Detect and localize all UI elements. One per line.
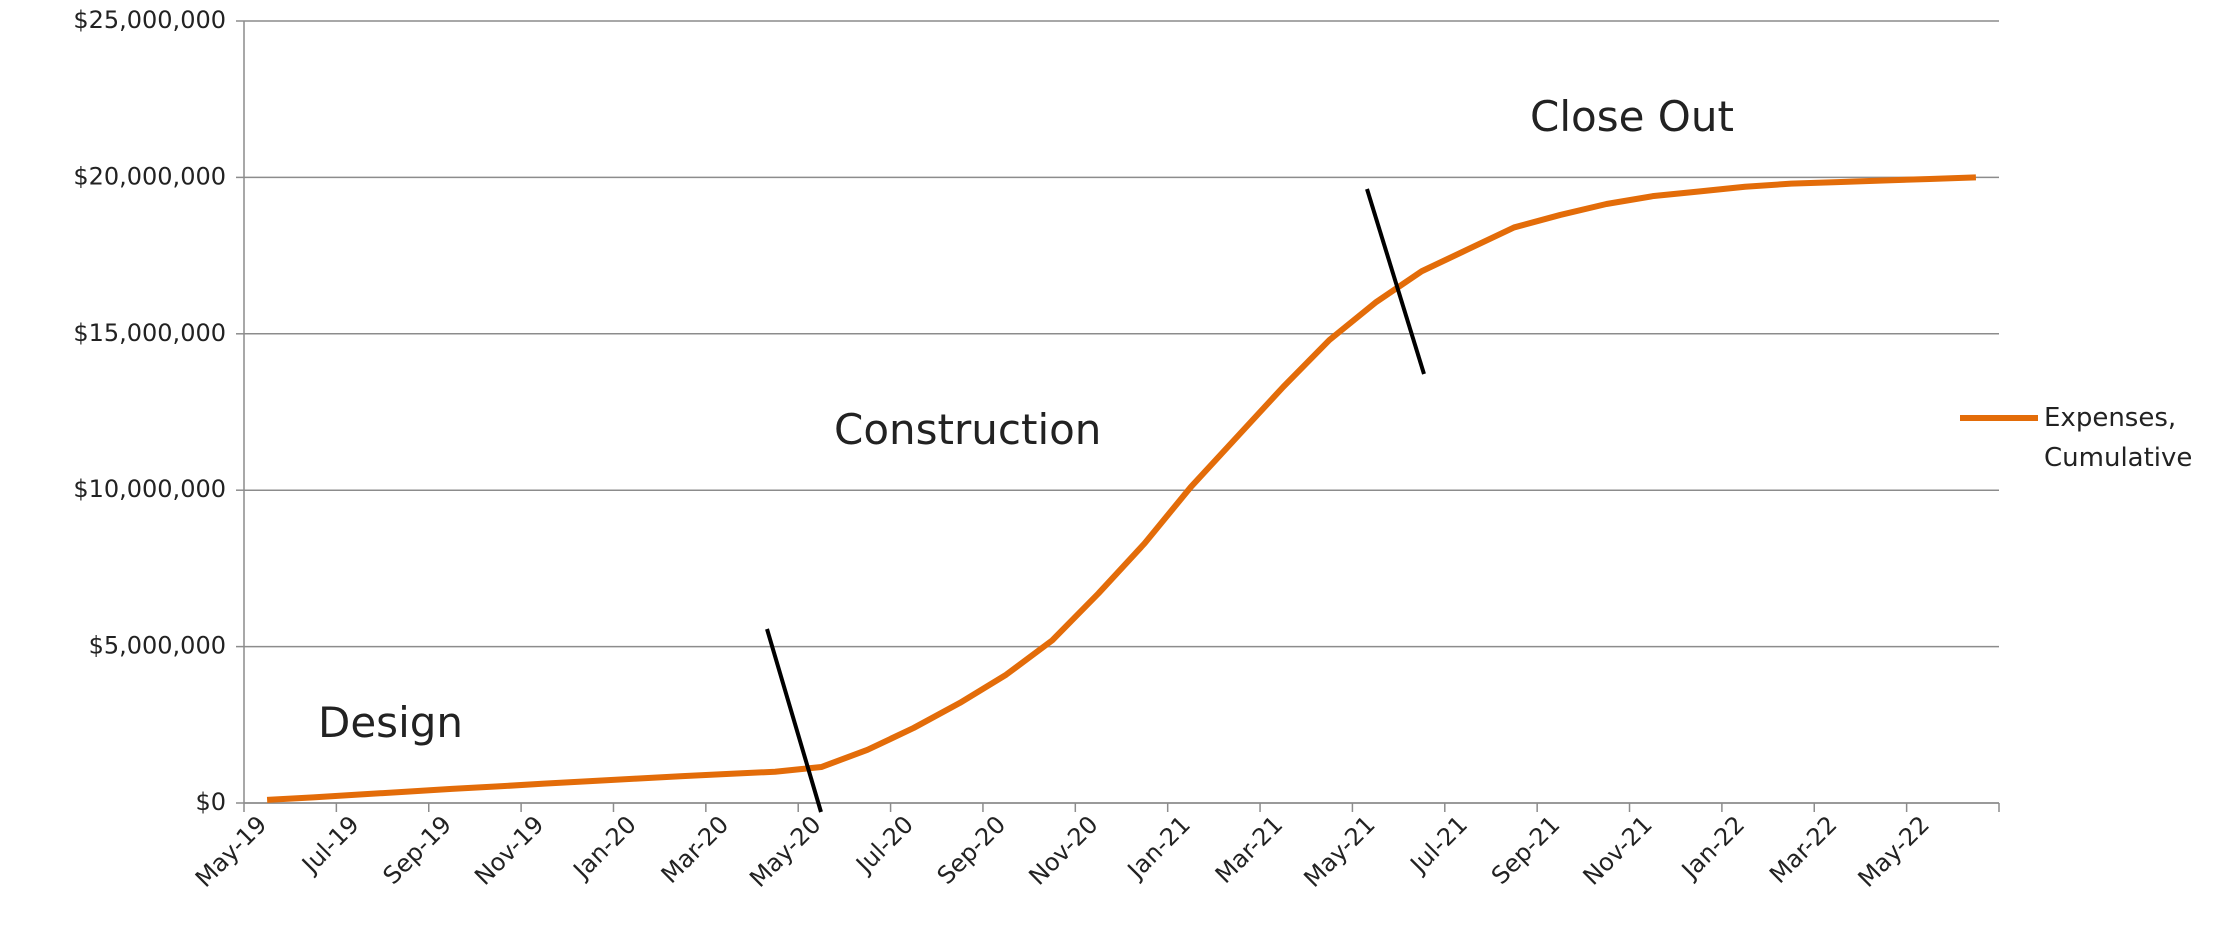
y-tick-label: $15,000,000 bbox=[73, 319, 226, 347]
x-tick-label: Sep-19 bbox=[378, 810, 458, 890]
x-tick-label: Jul-19 bbox=[295, 810, 364, 879]
x-tick-label: Nov-20 bbox=[1023, 810, 1103, 890]
plot: $0 $5,000,000 $10,000,000 $15,000,000 $20,00… bbox=[73, 6, 2038, 893]
x-tick-label: Sep-21 bbox=[1486, 810, 1566, 890]
x-tick-label: Jan-20 bbox=[567, 810, 642, 885]
phase-label: Construction bbox=[834, 405, 1101, 454]
x-tick-label: Jul-21 bbox=[1404, 810, 1473, 879]
y-tick-label: $25,000,000 bbox=[73, 6, 226, 34]
y-tick-label: $10,000,000 bbox=[73, 475, 226, 503]
x-tick-label: Mar-20 bbox=[656, 810, 734, 888]
legend-label: Expenses, Cumulative bbox=[2044, 403, 2193, 473]
x-tick-label: May-19 bbox=[190, 810, 272, 892]
x-tick-label: Mar-22 bbox=[1764, 810, 1842, 888]
x-tick-label: Mar-21 bbox=[1210, 810, 1288, 888]
phase-divider bbox=[765, 628, 823, 813]
phase-label: Close Out bbox=[1530, 92, 1734, 141]
x-tick-label: May-21 bbox=[1298, 810, 1380, 892]
y-tick-label: $5,000,000 bbox=[89, 632, 226, 660]
y-tick-label: $20,000,000 bbox=[73, 162, 226, 190]
x-tick-label: Jan-22 bbox=[1675, 810, 1750, 885]
x-tick-label: May-22 bbox=[1853, 810, 1935, 892]
phase-divider bbox=[1365, 188, 1426, 375]
x-tick-label: Nov-21 bbox=[1578, 810, 1658, 890]
x-tick-label: May-20 bbox=[744, 810, 826, 892]
phase-label: Design bbox=[318, 698, 463, 747]
x-tick-label: Jul-20 bbox=[849, 810, 918, 879]
x-tick-label: Sep-20 bbox=[932, 810, 1012, 890]
x-tick-label: Jan-21 bbox=[1121, 810, 1196, 885]
series-line bbox=[266, 174, 1977, 803]
y-tick-label: $0 bbox=[195, 788, 226, 816]
x-tick-label: Nov-19 bbox=[469, 810, 549, 890]
